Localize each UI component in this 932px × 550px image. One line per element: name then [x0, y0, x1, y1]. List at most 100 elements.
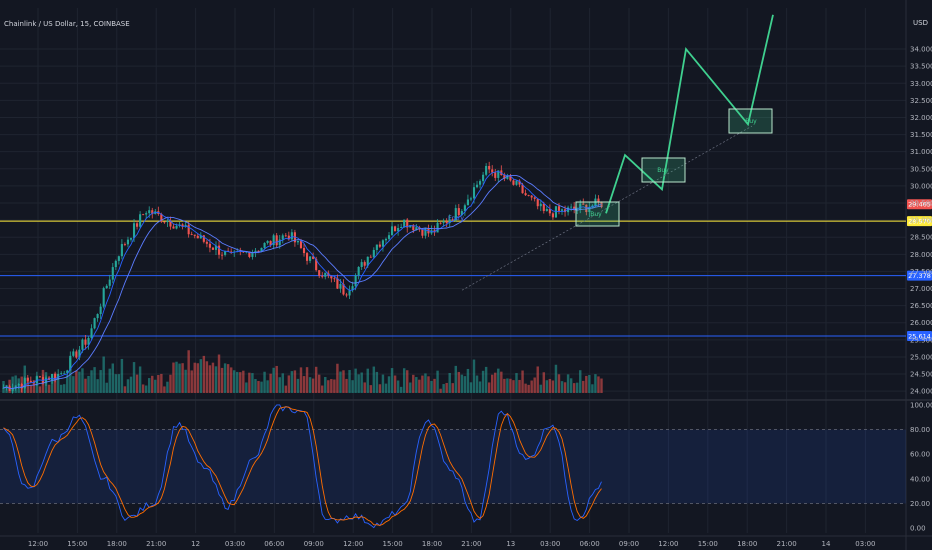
volume-bar: [217, 354, 221, 393]
candle-body: [23, 378, 26, 389]
volume-bar: [293, 370, 297, 393]
buy-zone-box[interactable]: [641, 157, 686, 183]
volume-bar: [220, 367, 224, 393]
price-tick-label: 28.500: [910, 234, 932, 242]
buy-zone-box[interactable]: [575, 201, 620, 227]
candle-body: [2, 387, 5, 389]
projection-path[interactable]: [605, 14, 774, 214]
volume-bar: [126, 379, 130, 393]
candle-body: [579, 203, 582, 210]
volume-bar: [317, 374, 321, 393]
volume-bar: [396, 380, 400, 393]
volume-bar: [160, 373, 163, 393]
candle-body: [224, 250, 227, 255]
candle-body: [14, 385, 17, 389]
volume-bar: [266, 380, 269, 393]
candle-body: [312, 256, 315, 259]
candle-body: [278, 239, 281, 246]
candle-body: [281, 235, 284, 240]
candle-body: [211, 247, 215, 250]
price-level-badge: [907, 270, 932, 281]
time-tick-label: 06:00: [580, 540, 600, 548]
volume-bar: [202, 355, 206, 393]
candle-body: [302, 248, 306, 254]
candle-body: [448, 219, 451, 224]
candle-body: [530, 195, 533, 198]
time-tick-label: 21:00: [461, 540, 481, 548]
volume-bar: [72, 376, 75, 393]
price-tick-label: 27.000: [910, 285, 932, 293]
candle-body: [533, 197, 536, 199]
price-tick-label: 26.500: [910, 302, 932, 310]
volume-bar: [163, 386, 166, 393]
candle-body: [330, 275, 333, 279]
time-tick-label: 12:00: [28, 540, 48, 548]
volume-bar: [260, 381, 263, 393]
volume-bar: [402, 368, 406, 393]
volume-bar: [521, 370, 524, 393]
projection-drawing[interactable]: Buy Buy Buy: [461, 14, 774, 291]
candle-body: [503, 175, 506, 179]
stoch-tick-label: 20.00: [910, 500, 930, 508]
volume-bar: [454, 365, 457, 393]
candle-body: [199, 235, 202, 239]
volume-bar: [484, 366, 488, 393]
time-tick-label: 12:00: [343, 540, 363, 548]
volume-bar: [56, 378, 60, 393]
time-tick-label: 18:00: [422, 540, 442, 548]
candle-body: [145, 213, 148, 215]
volume-bar: [63, 384, 66, 393]
candle-body: [272, 235, 275, 246]
volume-bar: [585, 375, 588, 393]
volume-bar: [123, 386, 127, 393]
volume-bar: [557, 374, 561, 393]
price-tick-label: 25.000: [910, 353, 932, 361]
volume-bar: [366, 368, 369, 393]
volume-bar: [284, 385, 288, 393]
time-tick-label: 03:00: [225, 540, 245, 548]
candle-body: [491, 169, 494, 173]
candle-body: [521, 184, 524, 194]
volume-bar: [375, 371, 379, 393]
volume-bar: [184, 369, 187, 393]
candle-body: [567, 207, 570, 213]
volume-bar: [439, 388, 442, 393]
candle-body: [217, 245, 221, 255]
volume-bar: [151, 375, 154, 393]
time-tick-label: 15:00: [698, 540, 718, 548]
time-tick-label: 15:00: [383, 540, 403, 548]
time-tick-label: 12:00: [658, 540, 678, 548]
candle-body: [545, 209, 548, 211]
buy-label: Buy: [590, 211, 602, 218]
candle-body: [230, 251, 233, 253]
candle-body: [254, 250, 257, 253]
volume-bar: [554, 364, 558, 393]
volume-bar: [187, 350, 190, 393]
buy-zone-box[interactable]: [728, 108, 773, 134]
volume-bar: [360, 372, 363, 393]
volume-bar: [390, 368, 394, 393]
volume-bar: [90, 370, 93, 393]
price-tick-label: 28.000: [910, 251, 932, 259]
candle-body: [472, 187, 476, 199]
volume-bar: [129, 376, 133, 393]
candle-body: [169, 220, 172, 227]
price-tick-label: 29.500: [910, 200, 932, 208]
candle-body: [263, 242, 266, 248]
candle-body: [151, 210, 154, 215]
candle-body: [360, 262, 363, 267]
candle-body: [257, 250, 260, 252]
current-price-badge: [907, 199, 932, 210]
volume-bar: [351, 380, 354, 393]
candle-body: [44, 377, 48, 384]
candle-body: [378, 244, 381, 247]
candle-body: [424, 228, 427, 236]
candle-body: [99, 306, 102, 315]
candle-body: [60, 373, 63, 375]
volume-bar: [445, 382, 448, 393]
volume-bar: [196, 363, 199, 393]
candle-body: [436, 222, 439, 233]
